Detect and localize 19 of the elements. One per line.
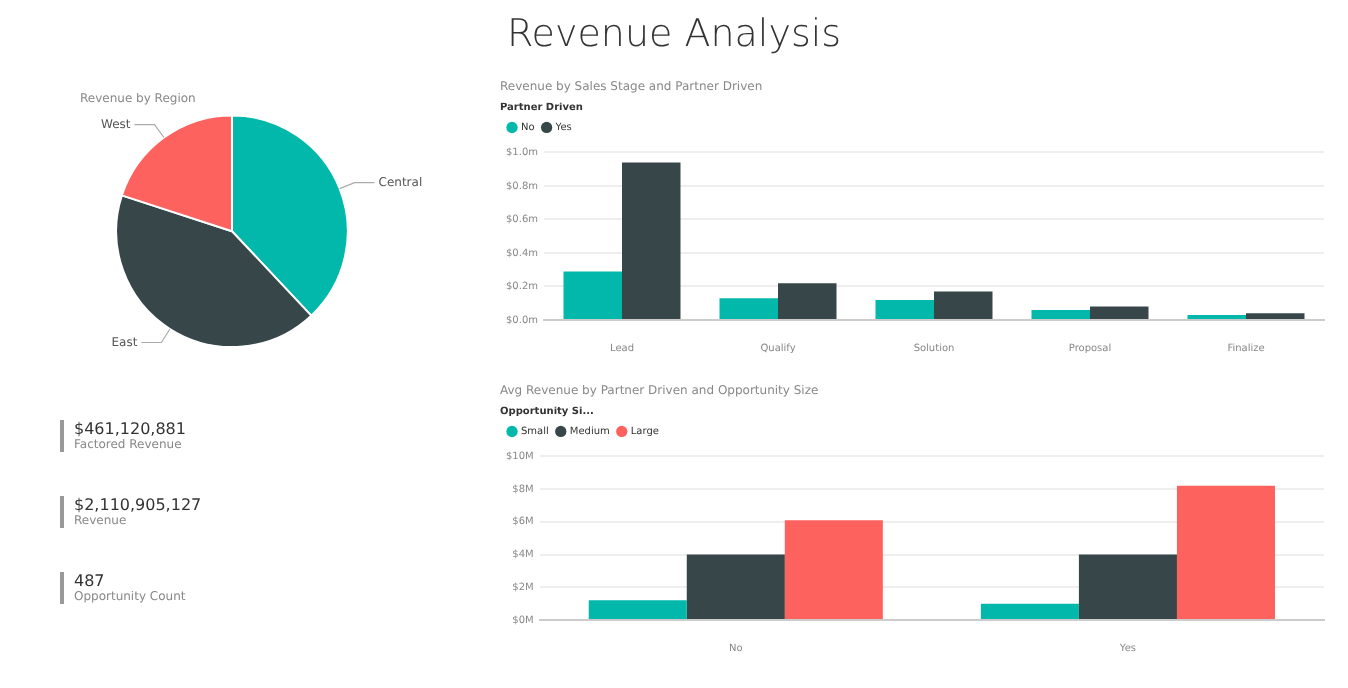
bar bbox=[934, 291, 993, 319]
bar bbox=[1031, 309, 1090, 319]
bar bbox=[784, 520, 883, 619]
bar bbox=[719, 298, 779, 319]
bar bbox=[1090, 306, 1149, 319]
text: $2,110,905,127 bbox=[74, 496, 204, 514]
bar bbox=[1176, 485, 1275, 619]
bar bbox=[563, 271, 623, 319]
text: Revenue Analysis bbox=[504, 12, 844, 56]
text: $461,120,881 bbox=[74, 420, 188, 438]
text: 487 bbox=[74, 572, 107, 590]
bar bbox=[1246, 313, 1305, 319]
bar bbox=[875, 299, 934, 319]
bar bbox=[588, 600, 687, 619]
bar bbox=[622, 162, 681, 319]
bar bbox=[778, 283, 837, 319]
bar bbox=[1078, 554, 1177, 619]
bar bbox=[980, 603, 1079, 619]
bar bbox=[686, 554, 785, 619]
